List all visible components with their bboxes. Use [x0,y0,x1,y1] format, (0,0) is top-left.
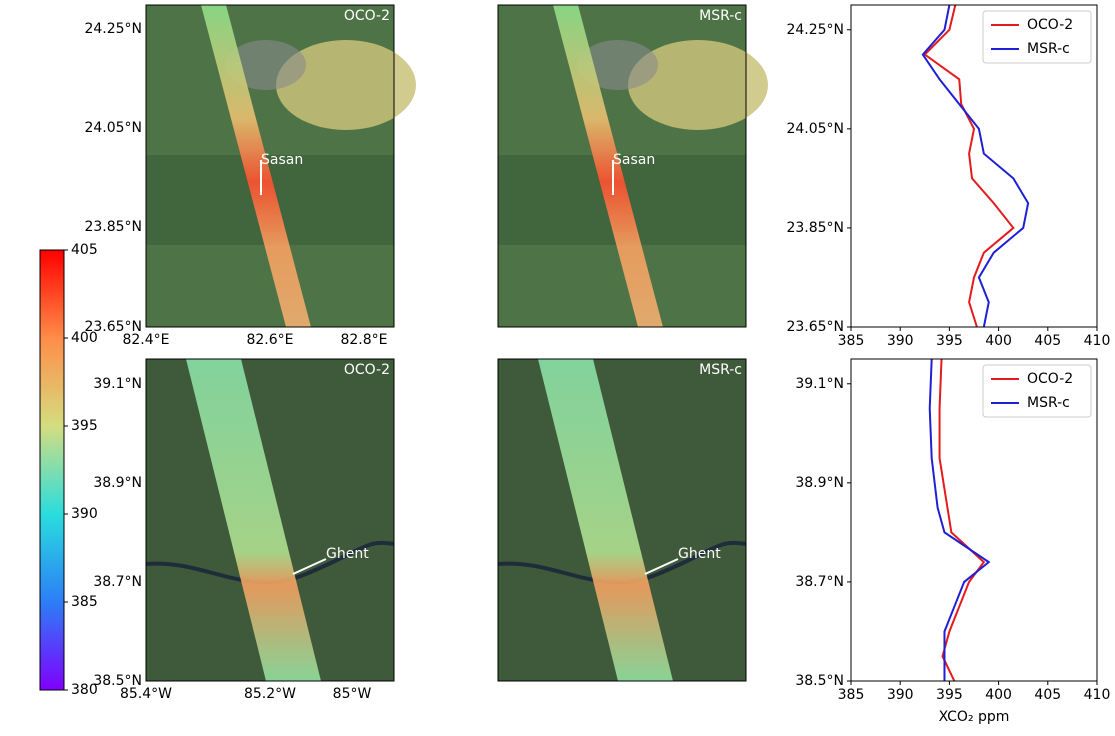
map-x-tick-label: 82.4°E [122,332,169,348]
map-panel: MSR-c Sasan [497,4,768,328]
x-tick-label: 410 [1084,333,1111,349]
series-line [921,5,1030,327]
map-x-tick-label: 85.4°W [120,686,172,702]
series-line [928,359,991,681]
x-tick-label: 405 [1034,687,1061,703]
map-x-tick-label: 82.6°E [246,332,293,348]
x-tick-label: 400 [985,333,1012,349]
y-tick-label: 23.85°N [786,220,844,236]
legend-label: OCO-2 [1027,17,1073,33]
x-tick-label: 395 [936,687,963,703]
site-arrow [644,558,679,575]
site-label: Ghent [678,546,721,562]
map-frame [497,358,747,682]
swath [553,5,663,327]
site-label: Sasan [613,152,655,168]
map-label: MSR-c [699,8,742,24]
x-tick-label: 390 [887,687,914,703]
map-lake [276,40,416,130]
map-panel: MSR-c Ghent [497,358,747,682]
map-y-tick-label: 24.05°N [84,120,142,136]
map-y-tick-label: 38.5°N [93,673,142,689]
y-tick-label: 38.7°N [795,574,844,590]
map-panel: OCO-2 Sasan [145,4,416,328]
map-town [578,40,658,90]
map-lake [628,40,768,130]
map-frame [145,4,395,328]
series-line [923,5,1015,327]
map-y-tick-label: 38.9°N [93,475,142,491]
map-y-tick-label: 38.7°N [93,574,142,590]
x-axis-label: XCO₂ ppm [939,709,1010,725]
map-y-tick-label: 24.25°N [84,21,142,37]
colorbar-tick-label: 405 [71,242,98,258]
site-label: Ghent [326,546,369,562]
series-line [938,359,986,681]
swath [186,359,321,681]
site-arrow [292,558,327,575]
map-y-tick-label: 23.65°N [84,319,142,335]
axes-frame [850,358,1098,682]
map-town [226,40,306,90]
x-tick-label: 410 [1084,687,1111,703]
legend-label: MSR-c [1027,395,1070,411]
colorbar [39,249,65,691]
colorbar-tick-label: 385 [71,594,98,610]
site-label: Sasan [261,152,303,168]
legend-label: OCO-2 [1027,371,1073,387]
map-frame [497,4,747,328]
y-tick-label: 39.1°N [795,376,844,392]
y-tick-label: 38.5°N [795,673,844,689]
x-tick-label: 385 [838,333,865,349]
map-x-tick-label: 85.2°W [244,686,296,702]
map-y-tick-label: 23.85°N [84,219,142,235]
x-tick-label: 400 [985,687,1012,703]
x-tick-label: 405 [1034,333,1061,349]
colorbar-tick-label: 400 [71,330,98,346]
y-tick-label: 24.05°N [786,121,844,137]
map-river [497,540,747,585]
x-tick-label: 395 [936,333,963,349]
map-label: OCO-2 [344,362,390,378]
map-frame [145,358,395,682]
y-tick-label: 24.25°N [786,22,844,38]
colorbar-tick-label: 390 [71,506,98,522]
x-tick-label: 390 [887,333,914,349]
map-y-tick-label: 39.1°N [93,376,142,392]
swath [538,359,673,681]
map-x-tick-label: 85°W [333,686,372,702]
colorbar-tick-label: 395 [71,418,98,434]
map-x-tick-label: 82.8°E [340,332,387,348]
y-tick-label: 38.9°N [795,475,844,491]
y-tick-label: 23.65°N [786,319,844,335]
legend-label: MSR-c [1027,41,1070,57]
map-label: OCO-2 [344,8,390,24]
map-label: MSR-c [699,362,742,378]
swath [201,5,311,327]
colorbar-tick-label: 380 [71,682,98,698]
x-tick-label: 385 [838,687,865,703]
map-river [145,540,395,585]
map-panel: OCO-2 Ghent [145,358,395,682]
axes-frame [850,4,1098,328]
